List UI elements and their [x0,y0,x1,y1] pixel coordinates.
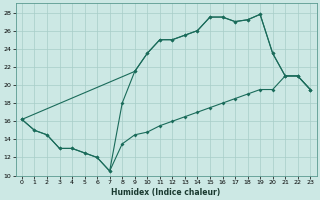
X-axis label: Humidex (Indice chaleur): Humidex (Indice chaleur) [111,188,221,197]
